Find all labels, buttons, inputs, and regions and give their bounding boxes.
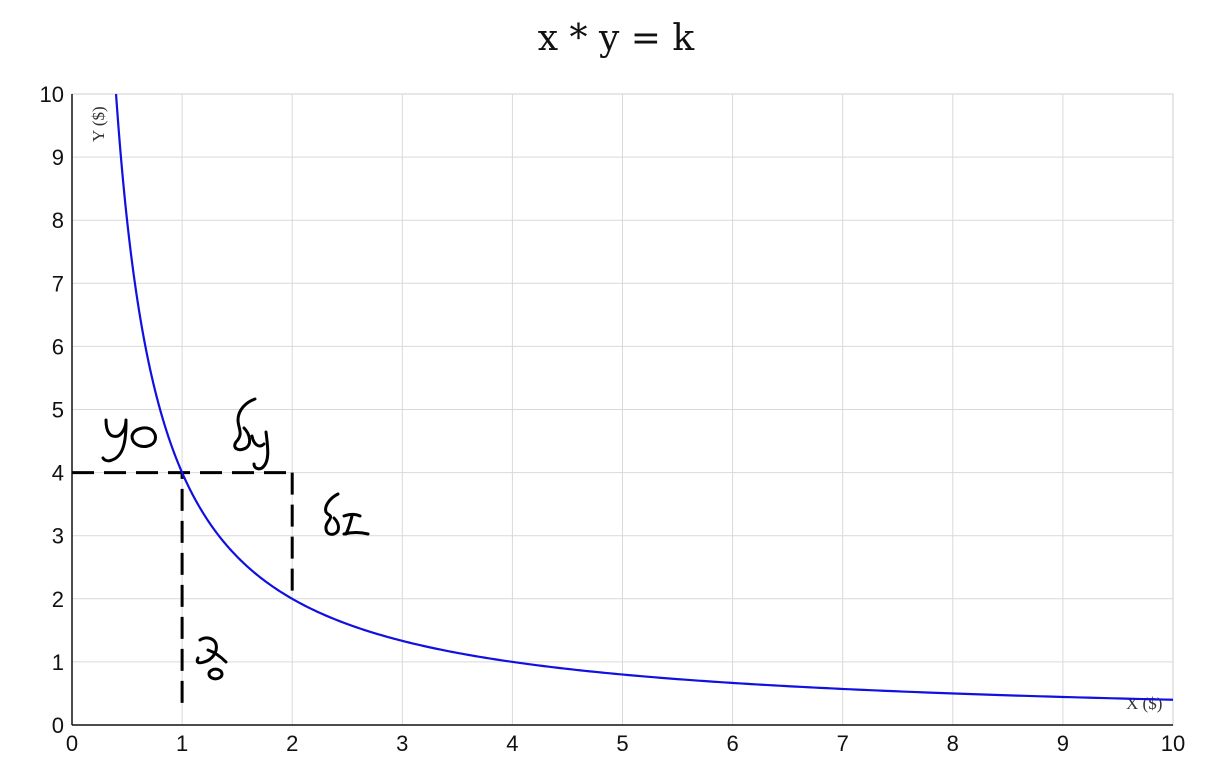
y-axis-label: Y ($) [89,106,108,142]
y-tick-label: 9 [52,145,64,170]
y-tick-label: 10 [40,82,64,107]
y-tick-label: 5 [52,398,64,423]
series [114,93,1174,701]
x-tick-label: 3 [396,731,408,756]
grid [72,94,1173,725]
handwritten-y0-label [101,418,157,463]
y-tick-label: 8 [52,208,64,233]
x-tick-label: 0 [66,731,78,756]
axes [71,94,1173,726]
x-tick-label: 7 [837,731,849,756]
x-tick-label: 1 [176,731,188,756]
y-tick-label: 0 [52,713,64,738]
y-tick-label: 4 [52,461,64,486]
chart-title: x * y = k [537,18,695,59]
handwritten-x0-label [195,636,228,681]
x-tick-label: 10 [1161,731,1185,756]
x-tick-label: 5 [616,731,628,756]
x-tick-label: 9 [1057,731,1069,756]
x-tick-label: 4 [506,731,518,756]
x-tick-label: 2 [286,731,298,756]
y-tick-label: 3 [52,524,64,549]
x-tick-label: 8 [947,731,959,756]
y-tick-labels: 0 1 2 3 4 5 6 7 8 9 10 [40,82,64,738]
x-tick-label: 6 [726,731,738,756]
handwritten-dy-label [233,397,270,471]
x-tick-labels: 0 1 2 3 4 5 6 7 8 9 10 [66,731,1185,756]
y-tick-label: 7 [52,271,64,296]
series-line [114,93,1174,701]
x-axis-label: X ($) [1126,694,1162,713]
y-tick-label: 1 [52,650,64,675]
y-tick-label: 2 [52,587,64,612]
handwritten-dx-label [324,492,370,536]
y-tick-label: 6 [52,334,64,359]
